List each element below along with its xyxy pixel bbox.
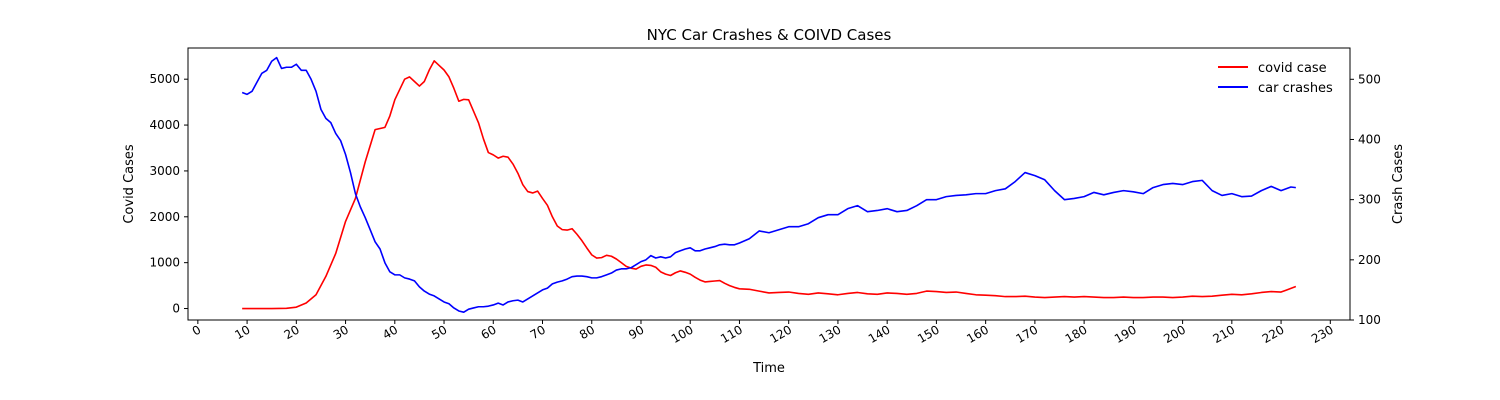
x-tick-label: 90	[626, 322, 646, 342]
legend: covid case car crashes	[1218, 61, 1333, 96]
series-line-car-crashes	[241, 56, 1296, 313]
right-y-axis-label: Crash Cases	[1391, 144, 1406, 224]
x-tick-label: 50	[429, 322, 449, 342]
right-y-axis-ticks: 100 200 300 400 500	[1350, 72, 1381, 327]
right-y-tick-label: 100	[1358, 313, 1381, 327]
x-tick-label: 60	[479, 322, 499, 342]
right-y-tick-label: 300	[1358, 193, 1381, 207]
left-y-tick-label: 3000	[149, 164, 180, 178]
left-y-tick-label: 4000	[149, 118, 180, 132]
legend-label-covid-case: covid case	[1258, 61, 1327, 76]
x-tick-label: 40	[380, 322, 400, 342]
left-y-tick-label: 0	[172, 302, 180, 316]
x-tick-label: 70	[528, 322, 548, 342]
left-y-axis-ticks: 0 1000 2000 3000 4000 5000	[149, 72, 188, 316]
series-layer	[241, 56, 1297, 313]
plot-area-frame	[187, 47, 1351, 321]
x-tick-label: 10	[232, 322, 252, 342]
x-tick-label: 20	[282, 322, 302, 342]
x-axis-label: Time	[752, 361, 785, 376]
left-y-tick-label: 5000	[149, 72, 180, 86]
left-y-axis-label: Covid Cases	[122, 144, 137, 224]
right-y-tick-label: 400	[1358, 132, 1381, 146]
left-y-tick-label: 1000	[149, 256, 180, 270]
x-tick-label: 30	[331, 322, 351, 342]
right-y-tick-label: 500	[1358, 72, 1381, 86]
legend-label-car-crashes: car crashes	[1258, 81, 1333, 96]
right-y-tick-label: 200	[1358, 253, 1381, 267]
series-line-covid-case	[242, 60, 1297, 310]
x-tick-label: 80	[577, 322, 597, 342]
left-y-tick-label: 2000	[149, 210, 180, 224]
chart-title: NYC Car Crashes & COIVD Cases	[647, 26, 892, 44]
